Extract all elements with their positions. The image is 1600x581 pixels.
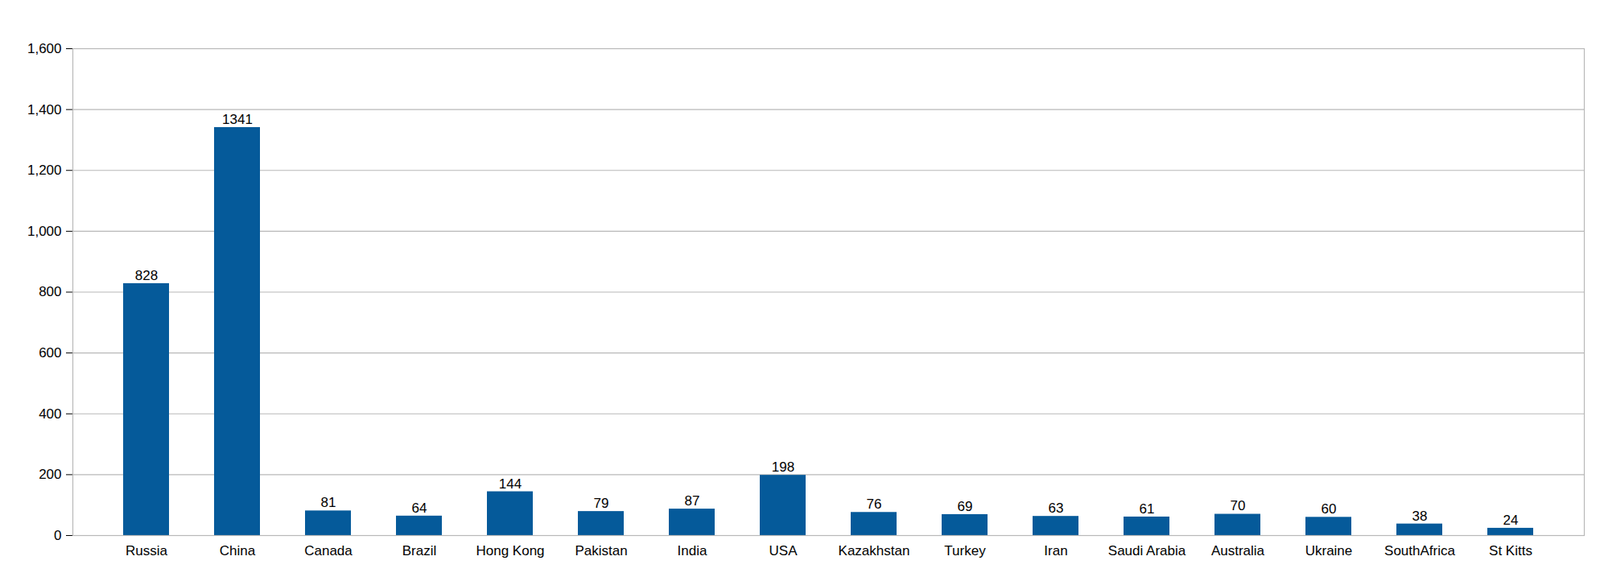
svg-text:Saudi Arabia: Saudi Arabia xyxy=(1108,543,1187,559)
svg-text:24: 24 xyxy=(1503,512,1519,528)
svg-text:Brazil: Brazil xyxy=(402,543,438,559)
svg-text:Pakistan: Pakistan xyxy=(574,543,627,559)
svg-text:79: 79 xyxy=(593,495,610,512)
svg-text:1,000: 1,000 xyxy=(27,223,62,240)
svg-text:1341: 1341 xyxy=(222,111,253,128)
svg-text:India: India xyxy=(677,543,708,559)
svg-text:1,200: 1,200 xyxy=(27,162,62,178)
svg-text:0: 0 xyxy=(53,527,62,544)
svg-text:828: 828 xyxy=(135,268,158,284)
svg-text:Australia: Australia xyxy=(1211,543,1266,559)
svg-text:USA: USA xyxy=(769,543,799,559)
svg-text:1,400: 1,400 xyxy=(27,102,62,118)
svg-text:St Kitts: St Kitts xyxy=(1488,543,1533,559)
svg-text:70: 70 xyxy=(1230,498,1246,514)
svg-text:Russia: Russia xyxy=(125,543,169,559)
svg-text:60: 60 xyxy=(1321,501,1337,517)
svg-text:Iran: Iran xyxy=(1043,543,1068,559)
svg-text:81: 81 xyxy=(321,494,337,511)
svg-text:Kazakhstan: Kazakhstan xyxy=(838,543,911,559)
svg-text:144: 144 xyxy=(498,475,522,491)
svg-text:64: 64 xyxy=(412,500,428,516)
svg-text:69: 69 xyxy=(957,498,974,515)
svg-text:76: 76 xyxy=(866,496,883,512)
svg-text:87: 87 xyxy=(684,493,701,509)
svg-text:SouthAfrica: SouthAfrica xyxy=(1384,543,1456,559)
svg-text:China: China xyxy=(219,543,256,559)
svg-text:1,600: 1,600 xyxy=(27,41,62,57)
svg-text:Canada: Canada xyxy=(304,543,353,559)
svg-text:400: 400 xyxy=(38,406,62,422)
svg-text:800: 800 xyxy=(38,284,62,300)
svg-text:200: 200 xyxy=(38,466,62,483)
svg-text:Hong Kong: Hong Kong xyxy=(475,543,545,559)
svg-text:Ukraine: Ukraine xyxy=(1305,543,1353,559)
svg-text:198: 198 xyxy=(771,459,795,475)
svg-text:38: 38 xyxy=(1412,508,1428,524)
svg-text:61: 61 xyxy=(1139,501,1155,517)
svg-text:Turkey: Turkey xyxy=(944,543,986,559)
svg-text:600: 600 xyxy=(38,345,62,361)
svg-text:63: 63 xyxy=(1048,500,1064,516)
